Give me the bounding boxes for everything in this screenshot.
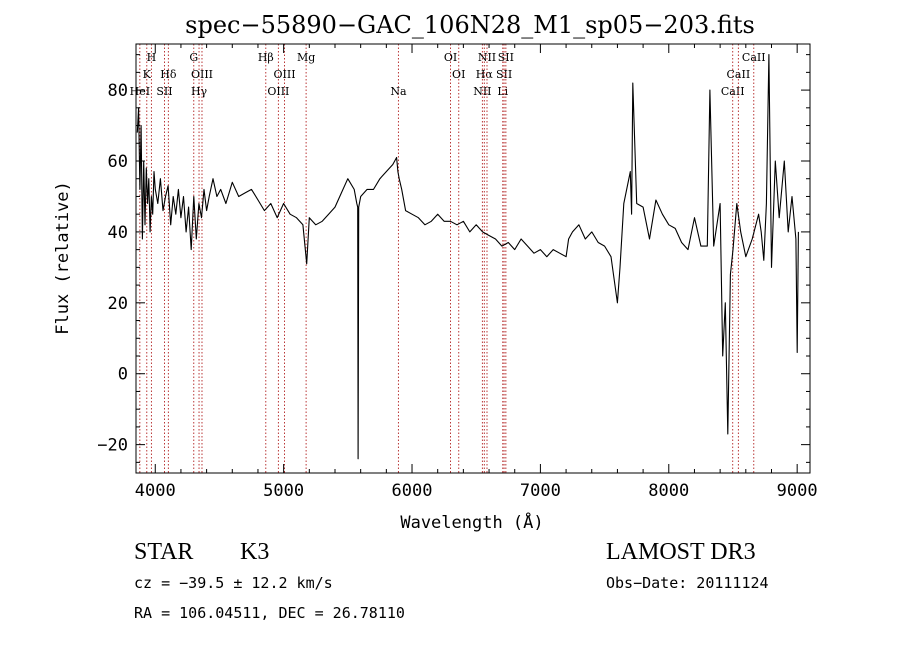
line-marker-label: OIII bbox=[191, 68, 213, 81]
line-marker-label: NII bbox=[478, 51, 496, 64]
sky-coordinates: RA = 106.04511, DEC = 26.78110 bbox=[134, 604, 405, 622]
y-tick-label: 0 bbox=[118, 365, 128, 385]
line-markers: HeIKHSIIHδGHγOIIIHβOIIIOIIIMgNaOIOINIIHα… bbox=[130, 44, 766, 473]
line-marker-label: OIII bbox=[267, 85, 289, 98]
object-class: STAR bbox=[134, 539, 194, 565]
line-marker-label: Na bbox=[390, 85, 407, 98]
line-marker-label: CaII bbox=[727, 68, 751, 81]
axes: 4000 5000 6000 7000 8000 9000 −20 0 20 40 60 80 bbox=[97, 44, 818, 501]
line-marker-label: OIII bbox=[274, 68, 296, 81]
line-marker-label: Hδ bbox=[160, 68, 177, 81]
object-subclass: K3 bbox=[240, 539, 270, 565]
x-tick-label: 5000 bbox=[263, 481, 304, 501]
y-tick-label: 60 bbox=[108, 152, 128, 172]
line-marker-label: NII bbox=[473, 85, 491, 98]
redshift-velocity: cz = −39.5 ± 12.2 km/s bbox=[134, 574, 333, 592]
y-tick-label: −20 bbox=[97, 436, 128, 456]
line-marker-label: Mg bbox=[297, 51, 315, 64]
line-marker-label: SII bbox=[156, 85, 172, 98]
line-marker-label: HeI bbox=[130, 85, 150, 98]
line-marker-label: H bbox=[147, 51, 157, 64]
x-tick-label: 7000 bbox=[520, 481, 561, 501]
x-tick-label: 8000 bbox=[648, 481, 689, 501]
x-tick-label: 4000 bbox=[135, 481, 176, 501]
line-marker-label: CaII bbox=[721, 85, 745, 98]
y-tick-label: 20 bbox=[108, 294, 128, 314]
chart-title: spec−55890−GAC_106N28_M1_sp05−203.fits bbox=[185, 11, 755, 39]
x-tick-label: 6000 bbox=[392, 481, 433, 501]
line-marker-label: CaII bbox=[742, 51, 766, 64]
x-axis-label: Wavelength (Å) bbox=[400, 511, 543, 533]
y-tick-label: 80 bbox=[108, 81, 128, 101]
line-marker-label: Hα bbox=[476, 68, 494, 81]
observation-date: Obs−Date: 20111124 bbox=[606, 574, 769, 592]
line-marker-label: SII bbox=[496, 68, 512, 81]
plot-frame bbox=[135, 43, 811, 474]
survey-name: LAMOST DR3 bbox=[606, 539, 756, 565]
x-tick-label: 9000 bbox=[777, 481, 818, 501]
line-marker-label: Hβ bbox=[258, 51, 274, 64]
line-marker-label: K bbox=[143, 68, 152, 81]
spectrum-line bbox=[136, 54, 799, 460]
line-marker-label: SII bbox=[498, 51, 514, 64]
line-marker-label: Hγ bbox=[191, 85, 208, 98]
line-marker-label: Li bbox=[497, 85, 508, 98]
line-marker-label: OI bbox=[452, 68, 465, 81]
y-tick-label: 40 bbox=[108, 223, 128, 243]
y-axis-label: Flux (relative) bbox=[53, 181, 73, 335]
spectrum-trace bbox=[136, 54, 799, 460]
line-marker-label: OI bbox=[444, 51, 457, 64]
line-marker-label: G bbox=[189, 51, 198, 64]
